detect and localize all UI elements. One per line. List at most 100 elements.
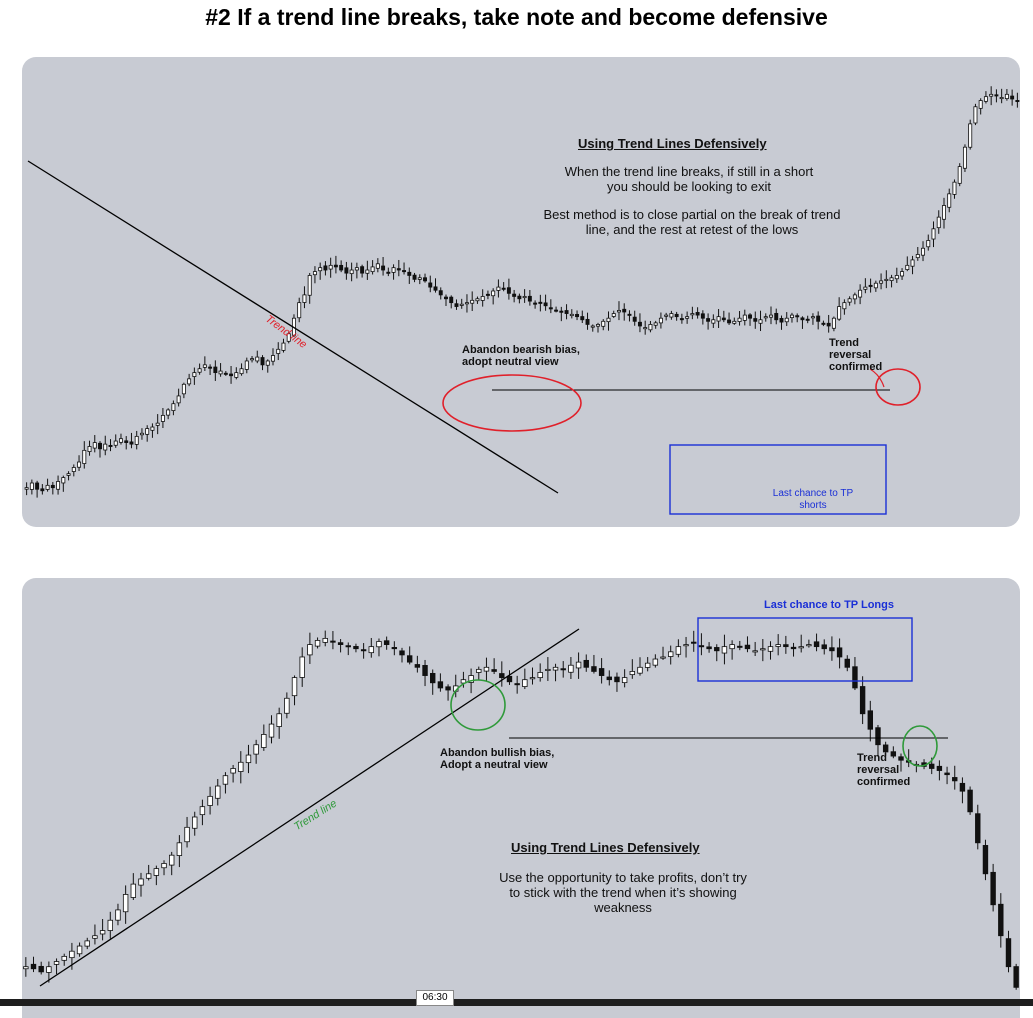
candle-body (354, 267, 359, 271)
candle-body (230, 768, 236, 774)
panel2-box-label: Last chance to TP Longs (764, 599, 894, 611)
candle-body (644, 662, 651, 668)
candle-body (559, 310, 564, 313)
candle-body (328, 264, 333, 270)
video-progress-bar[interactable] (0, 999, 1033, 1006)
candle-body (423, 277, 427, 282)
candle-body (381, 265, 386, 271)
candle-body (238, 761, 244, 772)
candle-body (952, 777, 958, 782)
candle-body (889, 277, 894, 282)
candle-body (414, 664, 421, 668)
candle-body (87, 446, 92, 453)
chart-panel-bearish: Using Trend Lines Defensively When the t… (22, 57, 1020, 527)
candle-body (1015, 100, 1020, 103)
candle-body (990, 871, 996, 906)
candle-body (729, 644, 735, 650)
candle-body (129, 441, 134, 445)
candle-body (370, 266, 375, 273)
candle-body (959, 782, 966, 792)
page-title: #2 If a trend line breaks, take note and… (205, 4, 828, 30)
candle-body (790, 646, 797, 650)
candle-body (875, 727, 881, 746)
candle-body (323, 265, 328, 271)
candle-body (627, 313, 632, 316)
candle-body (942, 205, 946, 220)
candle-body (706, 318, 711, 322)
candle-body (664, 314, 669, 317)
candle-body (499, 673, 505, 679)
candle-body (176, 395, 181, 404)
candle-body (637, 321, 642, 327)
candle-body (1010, 95, 1015, 100)
candle-body (721, 317, 726, 321)
chart-panel-bullish: Using Trend Lines Defensively Use the op… (22, 578, 1020, 1018)
trend-line (39, 628, 580, 987)
candle-body (260, 357, 265, 366)
candle-body (583, 659, 589, 668)
candle-body (496, 286, 501, 291)
candle-body (145, 873, 152, 879)
candle-body (706, 646, 712, 650)
candle-body (299, 656, 305, 678)
candle-body (859, 686, 866, 715)
candle-body (396, 268, 401, 271)
candle-body (658, 317, 663, 324)
candle-body (744, 644, 751, 650)
candle-body (391, 267, 396, 273)
candle-body (538, 301, 543, 304)
candle-body (575, 661, 582, 669)
candle-body (161, 863, 167, 869)
candle-body (433, 286, 438, 291)
candle-body (98, 442, 102, 450)
candle-body (399, 650, 405, 656)
candle-body (66, 473, 71, 476)
candle-body (936, 765, 943, 771)
candle-body (56, 481, 61, 490)
candle-body (253, 744, 259, 755)
candle-body (894, 275, 899, 280)
candle-body (61, 955, 67, 961)
candle-body (575, 314, 580, 318)
candle-body (852, 666, 858, 689)
panel1-reversal-label: Trend reversal confirmed (829, 337, 883, 373)
candle-body (286, 333, 291, 342)
panel1-heading: Using Trend Lines Defensively (578, 136, 767, 151)
candle-body (124, 440, 129, 443)
candle-body (150, 426, 155, 431)
candle-body (360, 649, 367, 652)
candle-body (318, 267, 323, 272)
candle-body (568, 664, 574, 673)
candle-body (46, 966, 52, 973)
candle-body (40, 488, 45, 492)
candle-body (989, 93, 994, 97)
candle-body (307, 275, 312, 296)
candle-body (968, 123, 973, 148)
candle-body (999, 97, 1004, 100)
candle-body (77, 461, 82, 468)
candle-body (821, 644, 827, 650)
candle-body (806, 644, 812, 647)
candle-body (522, 296, 527, 299)
candle-body (480, 296, 485, 301)
candle-body (115, 909, 121, 921)
candle-body (138, 878, 144, 886)
candle-body (438, 290, 443, 296)
candle-body (29, 482, 34, 490)
candle-body (454, 303, 459, 307)
candle-body (506, 675, 513, 683)
candle-body (153, 868, 160, 876)
candle-body (276, 348, 281, 354)
candle-body (884, 278, 889, 281)
candle-body (333, 264, 338, 268)
candle-body (998, 903, 1004, 937)
candle-body (330, 640, 336, 643)
candle-body (753, 318, 758, 322)
candle-body (868, 284, 873, 287)
candle-body (775, 644, 781, 647)
candle-body (428, 282, 433, 288)
candle-body (265, 360, 270, 366)
candle-body (255, 356, 260, 362)
candle-body (915, 254, 920, 259)
candle-body (322, 637, 328, 643)
